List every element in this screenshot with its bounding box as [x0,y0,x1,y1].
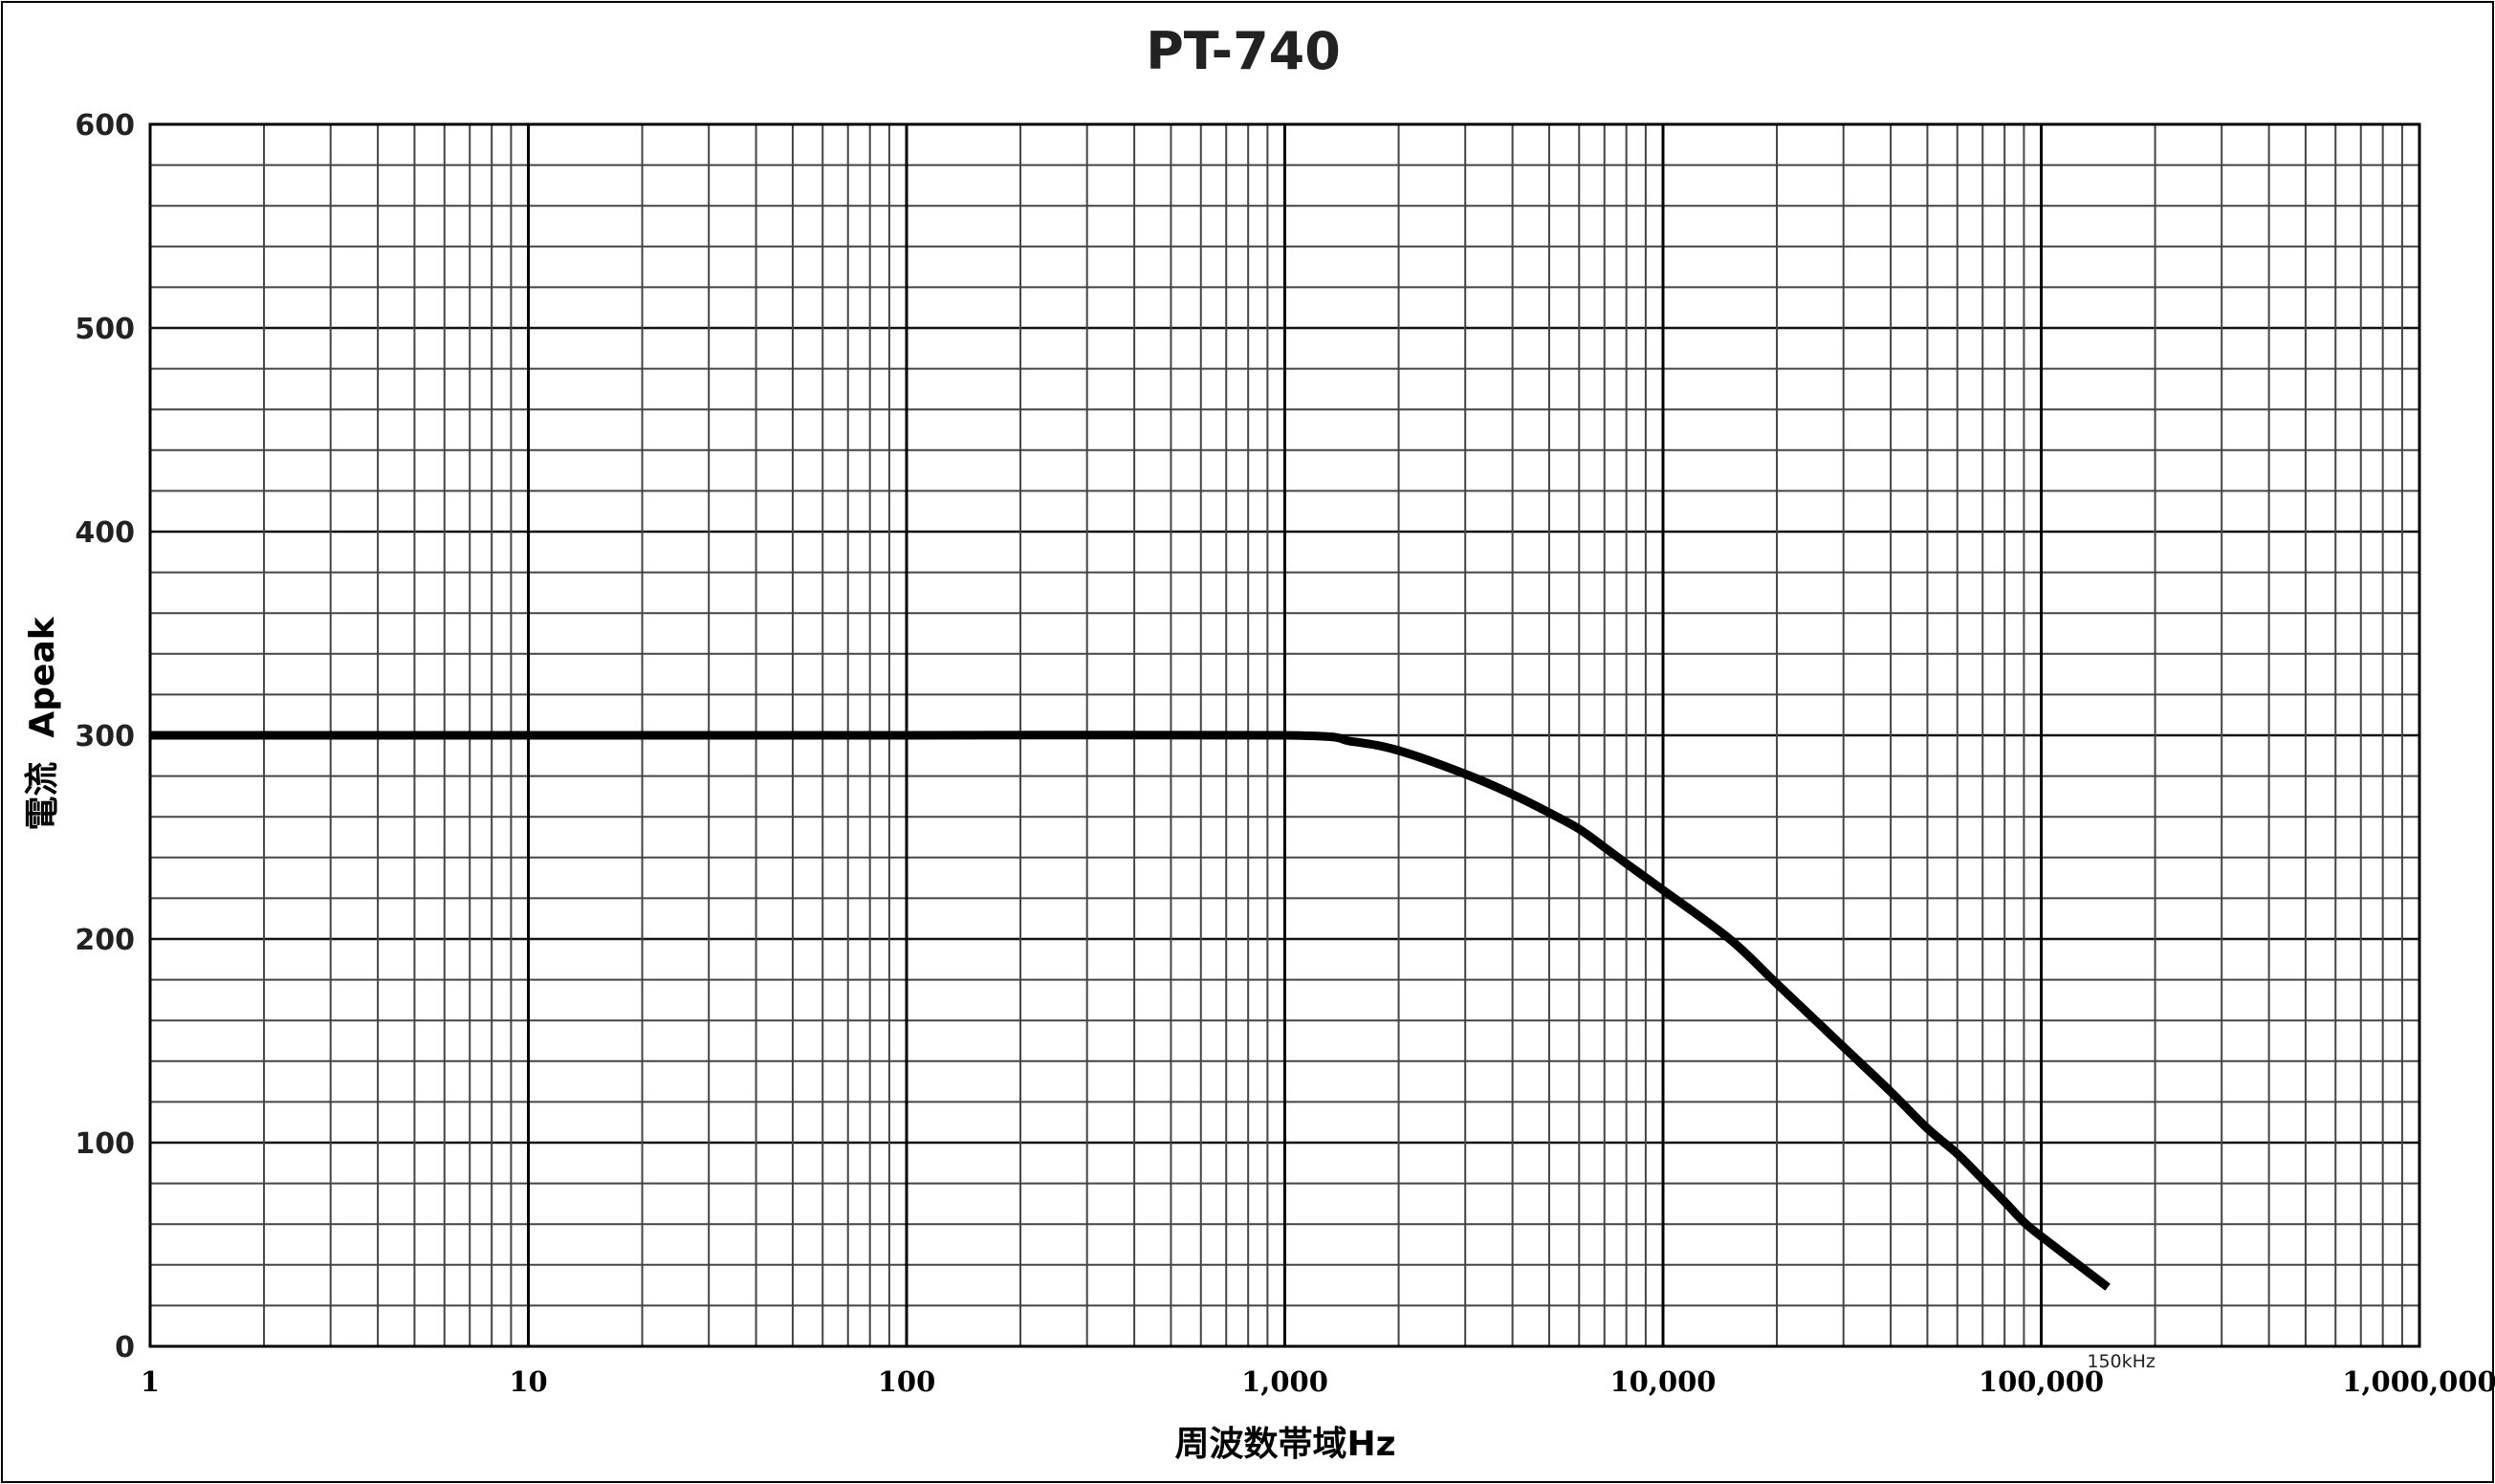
x-axis-title: 周波数帯域Hz [1174,1425,1395,1464]
chart-title: PT-740 [1146,21,1341,81]
y-axis-title: 電流 Apeak [23,616,62,830]
y-tick-label: 200 [75,924,135,957]
y-tick-label: 300 [75,720,135,753]
x-tick-label: 10,000 [1610,1365,1717,1398]
x-tick-label: 10 [509,1365,547,1398]
x-axis-tick-labels: 1 10 100 1,000 10,000 100,000 1,000,000 [141,1365,2495,1398]
y-axis-tick-labels: 0 100 200 300 400 500 600 [75,109,135,1364]
y-tick-label: 100 [75,1127,135,1161]
x-tick-label: 1 [141,1365,160,1398]
annotation-150khz: 150kHz [2087,1351,2156,1372]
y-tick-label: 600 [75,109,135,142]
x-tick-label: 100 [878,1365,936,1398]
x-tick-label: 1,000 [1241,1365,1328,1398]
annotations: 150kHz [2087,1351,2156,1372]
y-tick-label: 400 [75,516,135,550]
y-tick-label: 500 [75,313,135,346]
x-tick-label: 1,000,000 [2342,1365,2495,1398]
series-line-pt-740 [149,731,2111,1291]
y-tick-label: 0 [115,1331,135,1364]
x-tick-label: 100,000 [1979,1365,2104,1398]
